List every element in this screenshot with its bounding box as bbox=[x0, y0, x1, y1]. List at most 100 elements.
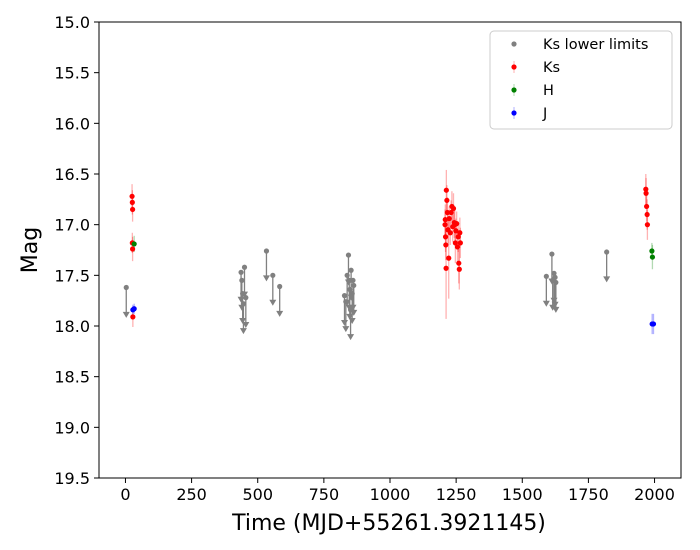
data-point-ks bbox=[129, 193, 135, 199]
data-point-ks bbox=[444, 197, 450, 203]
data-point-ks-lower-limits bbox=[343, 299, 349, 305]
data-point-ks bbox=[453, 228, 459, 234]
legend-marker-ks bbox=[511, 64, 517, 70]
x-tick-label: 500 bbox=[242, 485, 273, 504]
data-point-ks bbox=[456, 266, 462, 272]
data-point-ks bbox=[442, 222, 448, 228]
lower-limit-arrow-head bbox=[603, 276, 611, 283]
data-point-j bbox=[131, 306, 137, 312]
data-point-ks-lower-limits bbox=[543, 273, 549, 279]
lower-limit-arrow-head bbox=[342, 326, 350, 333]
data-point-ks-lower-limits bbox=[346, 277, 352, 283]
lower-limit-arrow-head bbox=[542, 300, 550, 307]
data-point-ks-lower-limits bbox=[604, 249, 610, 255]
y-tick-label: 15.5 bbox=[54, 64, 90, 83]
data-point-ks-lower-limits bbox=[351, 282, 357, 289]
legend-box bbox=[489, 30, 673, 130]
legend-label-j: J bbox=[542, 106, 547, 122]
legend-label-h: H bbox=[543, 83, 554, 99]
data-point-ks-lower-limits bbox=[243, 295, 249, 301]
x-tick-label: 1750 bbox=[568, 485, 609, 504]
x-axis-title: Time (MJD+55261.3921145) bbox=[231, 511, 546, 536]
data-point-ks-lower-limits bbox=[277, 283, 283, 290]
data-point-ks bbox=[457, 240, 463, 246]
y-axis-title: Mag bbox=[18, 227, 43, 273]
data-point-h bbox=[649, 254, 656, 260]
y-axis-ticks: 15.0 15.5 16.0 16.5 17.0 17.5 18.0 18.5 19.0 19.5 bbox=[54, 13, 99, 488]
data-point-ks-lower-limits bbox=[347, 307, 354, 313]
data-point-ks bbox=[454, 244, 461, 250]
x-tick-label: 1250 bbox=[436, 485, 477, 504]
x-tick-label: 1000 bbox=[370, 485, 411, 504]
data-point-ks bbox=[454, 221, 460, 227]
data-point-ks bbox=[455, 234, 461, 240]
data-point-ks bbox=[643, 190, 649, 196]
data-point-ks-lower-limits bbox=[241, 264, 248, 270]
data-point-ks-lower-limits bbox=[553, 279, 559, 286]
data-point-ks-lower-limits bbox=[552, 274, 558, 280]
legend-marker-ks-lower-limits bbox=[511, 41, 517, 47]
x-axis-ticks: 0 250 500 750 1000 1250 1500 1750 2000 bbox=[120, 478, 675, 504]
data-points bbox=[123, 186, 657, 327]
lower-limit-arrow-head bbox=[552, 306, 560, 313]
lower-limit-arrow-head bbox=[349, 304, 357, 311]
data-point-ks bbox=[448, 209, 454, 216]
y-tick-label: 17.0 bbox=[54, 216, 90, 235]
lower-limit-arrow-head bbox=[122, 311, 130, 318]
y-tick-label: 18.5 bbox=[54, 368, 90, 387]
data-point-ks bbox=[442, 234, 449, 240]
data-point-ks bbox=[443, 242, 449, 248]
data-point-ks bbox=[443, 187, 449, 193]
data-point-ks bbox=[129, 246, 136, 252]
x-tick-label: 250 bbox=[176, 485, 207, 504]
data-point-h bbox=[131, 241, 137, 247]
legend-marker-j bbox=[511, 110, 517, 116]
data-point-ks-lower-limits bbox=[238, 269, 244, 275]
y-tick-label: 18.0 bbox=[54, 317, 90, 336]
y-tick-label: 19.5 bbox=[54, 469, 90, 488]
data-point-ks-lower-limits bbox=[551, 270, 557, 276]
data-point-ks bbox=[457, 230, 463, 236]
y-tick-label: 16.0 bbox=[54, 114, 90, 133]
legend-marker-h bbox=[511, 87, 517, 93]
data-point-ks bbox=[644, 222, 651, 228]
data-point-ks bbox=[129, 199, 135, 205]
lower-limit-arrow-head bbox=[242, 322, 250, 329]
x-tick-label: 0 bbox=[120, 485, 130, 504]
data-point-ks bbox=[446, 215, 452, 222]
data-point-ks-lower-limits bbox=[344, 272, 350, 278]
data-point-ks-lower-limits bbox=[240, 290, 246, 297]
data-point-ks-lower-limits bbox=[349, 290, 355, 297]
data-point-ks-lower-limits bbox=[263, 248, 270, 254]
data-point-ks-lower-limits bbox=[347, 286, 353, 293]
data-point-ks-lower-limits bbox=[345, 252, 352, 258]
data-point-ks bbox=[443, 265, 449, 271]
data-point-ks-lower-limits bbox=[348, 267, 354, 273]
lower-limit-arrow-head bbox=[239, 317, 247, 324]
data-point-ks-lower-limits bbox=[270, 272, 276, 278]
data-point-ks bbox=[447, 230, 453, 236]
lower-limit-arrow-head bbox=[347, 334, 355, 341]
data-point-ks bbox=[444, 209, 451, 216]
data-point-ks bbox=[644, 203, 650, 210]
lower-limit-arrow-head bbox=[276, 310, 284, 317]
lower-limit-arrow-head bbox=[239, 328, 247, 335]
data-point-h bbox=[649, 248, 655, 254]
data-point-ks bbox=[129, 206, 136, 213]
data-point-ks-lower-limits bbox=[240, 301, 247, 307]
data-point-ks bbox=[450, 205, 457, 212]
legend-label-ks-lower-limits: Ks lower limits bbox=[543, 37, 648, 53]
data-point-j bbox=[650, 321, 657, 327]
data-point-ks bbox=[456, 260, 462, 266]
data-point-ks bbox=[446, 255, 452, 261]
x-tick-label: 1500 bbox=[502, 485, 543, 504]
data-point-ks bbox=[442, 217, 448, 223]
y-tick-label: 16.5 bbox=[54, 165, 90, 184]
data-point-ks bbox=[452, 240, 458, 246]
lower-limit-arrow-head bbox=[262, 275, 270, 282]
data-point-ks bbox=[643, 186, 649, 192]
data-point-ks-lower-limits bbox=[123, 284, 129, 291]
data-point-ks bbox=[644, 211, 650, 218]
lower-limit-markers bbox=[122, 251, 611, 341]
